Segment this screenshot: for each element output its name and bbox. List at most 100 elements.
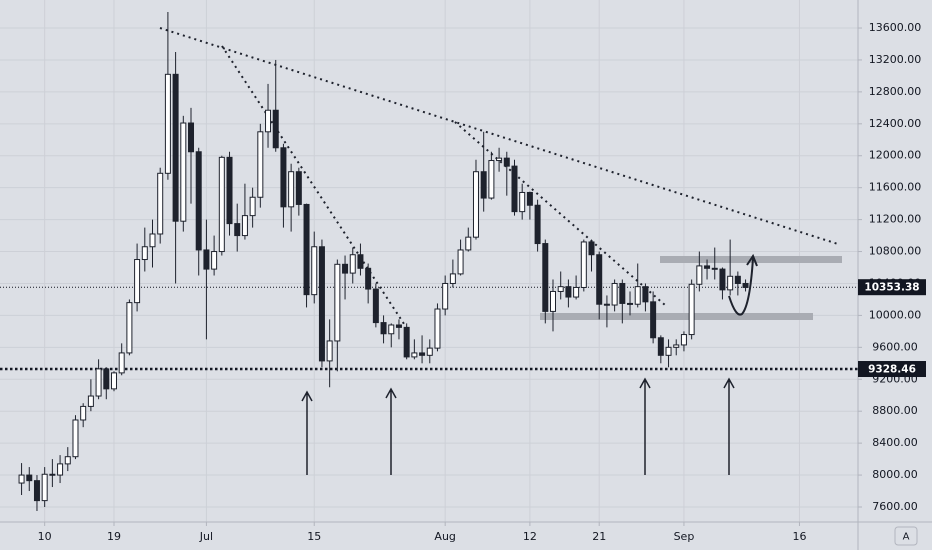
y-tick-label: 10000.00: [869, 308, 922, 321]
candle-body: [642, 286, 649, 303]
candle-body: [203, 249, 210, 270]
candle-body: [419, 352, 426, 356]
candle-body: [496, 157, 503, 162]
candle-body: [234, 223, 241, 237]
y-tick-label: 12800.00: [869, 85, 922, 98]
y-tick-label: 13600.00: [869, 21, 922, 34]
y-tick-label: 10800.00: [869, 245, 922, 258]
candle-body: [565, 286, 572, 298]
y-tick-label: 11600.00: [869, 181, 922, 194]
candle-body: [680, 334, 687, 346]
candle-body: [457, 249, 464, 275]
candle-body: [657, 337, 664, 356]
candle-body: [303, 203, 310, 296]
candle-body: [211, 251, 218, 270]
candle-body: [573, 286, 580, 298]
candle-body: [727, 275, 734, 291]
candle-body: [734, 275, 741, 284]
candle-body: [64, 456, 71, 465]
candle-body: [49, 473, 56, 476]
y-tick-label: 8800.00: [872, 404, 918, 417]
candle-body: [134, 259, 141, 304]
candle-body: [149, 233, 156, 248]
y-tick-label: 12400.00: [869, 117, 922, 130]
candle-body: [526, 191, 533, 206]
candle-body: [442, 282, 449, 310]
auto-scale-label[interactable]: A: [903, 532, 910, 543]
candle-body: [87, 395, 94, 407]
candle-body: [157, 172, 164, 235]
candle-body: [72, 419, 79, 458]
candle-body: [141, 246, 148, 261]
price-label-box: [858, 361, 926, 378]
candle-body: [550, 290, 557, 312]
candle-body: [118, 352, 125, 374]
up-arrow: [301, 390, 313, 475]
x-tick-label: 21: [592, 530, 606, 543]
candle-body: [110, 372, 117, 390]
candle-body: [372, 288, 379, 324]
up-arrow: [385, 387, 397, 475]
candle-body: [580, 241, 587, 288]
candle-body: [403, 326, 410, 358]
x-tick-label: Aug: [434, 530, 455, 543]
candle-body: [257, 131, 264, 198]
y-tick-label: 13200.00: [869, 53, 922, 66]
price-label: 10353.38: [864, 282, 919, 294]
candle-body: [18, 474, 25, 484]
curved-arrow: [728, 253, 758, 316]
candle-body: [26, 474, 33, 482]
trend-line: [454, 121, 666, 306]
y-tick-label: 7600.00: [872, 500, 918, 513]
candle-body: [172, 73, 179, 222]
candle-body: [534, 204, 541, 245]
candle-body: [311, 246, 318, 296]
x-tick-label: Jul: [199, 530, 213, 543]
candle-body: [619, 282, 626, 304]
candle-body: [95, 368, 102, 397]
candle-body: [673, 344, 680, 348]
candle-body: [318, 246, 325, 362]
candle-body: [288, 171, 295, 208]
candle-body: [627, 302, 634, 305]
price-label: 9328.46: [868, 364, 916, 376]
candle-body: [241, 215, 248, 237]
candles: [18, 12, 749, 511]
candle-body: [265, 109, 272, 133]
candle-body: [650, 301, 657, 339]
candle-body: [349, 254, 356, 274]
candle-body: [388, 324, 395, 335]
candle-body: [357, 254, 364, 269]
candle-body: [226, 156, 233, 225]
candle-body: [696, 265, 703, 285]
candle-body: [195, 151, 202, 251]
candle-body: [80, 405, 87, 421]
candle-body: [126, 302, 133, 354]
candle-body: [596, 254, 603, 305]
candle-body: [334, 263, 341, 342]
support-zone: [540, 313, 813, 320]
candle-body: [365, 267, 372, 290]
arrows: [301, 253, 758, 475]
candle-body: [611, 282, 618, 306]
candle-body: [57, 463, 64, 476]
candle-body: [465, 236, 472, 251]
up-arrow: [639, 377, 651, 475]
x-tick-label: 19: [107, 530, 121, 543]
candle-body: [449, 273, 456, 284]
candle-body: [280, 147, 287, 208]
price-label-box: [858, 279, 926, 296]
candle-body: [395, 324, 402, 328]
candle-body: [342, 263, 349, 274]
auto-scale-button[interactable]: [894, 526, 918, 546]
candle-body: [488, 160, 495, 199]
candle-body: [634, 286, 641, 305]
candle-body: [164, 73, 171, 174]
candle-body: [434, 308, 441, 349]
candle-body: [41, 473, 48, 502]
candle-body: [249, 196, 256, 217]
x-tick-label: 15: [307, 530, 321, 543]
y-tick-label: 8400.00: [872, 436, 918, 449]
